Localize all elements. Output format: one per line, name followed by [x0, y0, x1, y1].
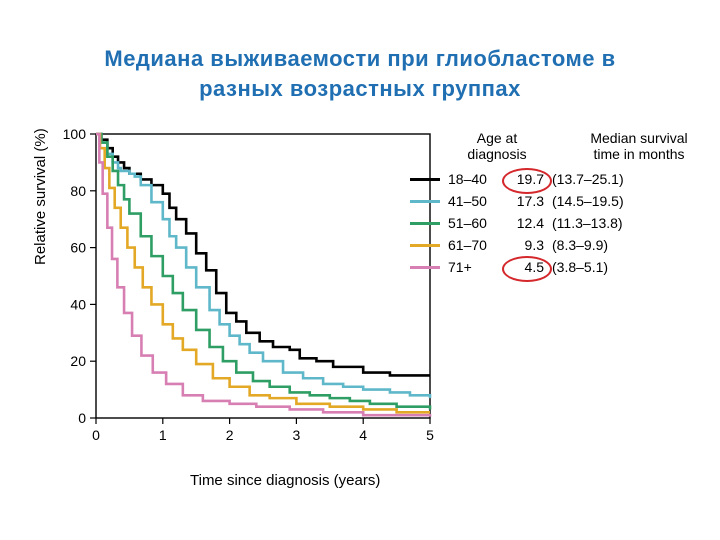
svg-text:80: 80 — [70, 183, 86, 199]
series-18–40 — [96, 134, 430, 375]
page-title: Медиана выживаемости при глиобластоме вр… — [0, 44, 720, 103]
legend-median: 19.7 — [508, 171, 544, 187]
legend-age: 51–60 — [448, 215, 500, 231]
legend-header-age: Age atdiagnosis — [450, 130, 544, 162]
svg-text:20: 20 — [70, 353, 86, 369]
legend-swatch — [410, 244, 440, 247]
legend-swatch — [410, 200, 440, 203]
legend-row: 71+ 4.5 (3.8–5.1) — [410, 256, 720, 278]
x-axis-label: Time since diagnosis (years) — [190, 472, 380, 489]
legend-age: 71+ — [448, 259, 500, 275]
legend-median: 4.5 — [508, 259, 544, 275]
svg-text:1: 1 — [159, 427, 167, 443]
series-61–70 — [96, 134, 430, 412]
legend-age: 18–40 — [448, 171, 500, 187]
legend: Age atdiagnosis Median survivaltime in m… — [410, 130, 720, 278]
legend-row: 18–40 19.7 (13.7–25.1) — [410, 168, 720, 190]
legend-age: 61–70 — [448, 237, 500, 253]
svg-text:2: 2 — [226, 427, 234, 443]
legend-header-median: Median survivaltime in months — [554, 130, 720, 162]
svg-text:3: 3 — [293, 427, 301, 443]
svg-text:40: 40 — [70, 296, 86, 312]
svg-text:100: 100 — [63, 126, 87, 142]
legend-median: 17.3 — [508, 193, 544, 209]
series-71+ — [96, 134, 430, 417]
legend-ci: (3.8–5.1) — [552, 259, 647, 275]
legend-header: Age atdiagnosis Median survivaltime in m… — [410, 130, 720, 162]
svg-text:0: 0 — [78, 410, 86, 426]
legend-ci: (14.5–19.5) — [552, 193, 647, 209]
legend-row: 41–50 17.3 (14.5–19.5) — [410, 190, 720, 212]
svg-text:5: 5 — [426, 427, 434, 443]
legend-row: 61–70 9.3 (8.3–9.9) — [410, 234, 720, 256]
svg-text:60: 60 — [70, 240, 86, 256]
legend-ci: (11.3–13.8) — [552, 215, 647, 231]
plot-area: 0 1 2 3 4 5 0 20 40 60 80 100 — [40, 120, 440, 460]
legend-median: 12.4 — [508, 215, 544, 231]
legend-median: 9.3 — [508, 237, 544, 253]
legend-ci: (8.3–9.9) — [552, 237, 647, 253]
y-axis-label: Relative survival (%) — [32, 128, 49, 265]
legend-ci: (13.7–25.1) — [552, 171, 647, 187]
legend-row: 51–60 12.4 (11.3–13.8) — [410, 212, 720, 234]
legend-age: 41–50 — [448, 193, 500, 209]
legend-swatch — [410, 222, 440, 225]
legend-swatch — [410, 266, 440, 269]
series-51–60 — [96, 134, 430, 409]
svg-text:0: 0 — [92, 427, 100, 443]
series-41–50 — [96, 134, 430, 398]
svg-text:4: 4 — [359, 427, 367, 443]
legend-swatch — [410, 178, 440, 181]
